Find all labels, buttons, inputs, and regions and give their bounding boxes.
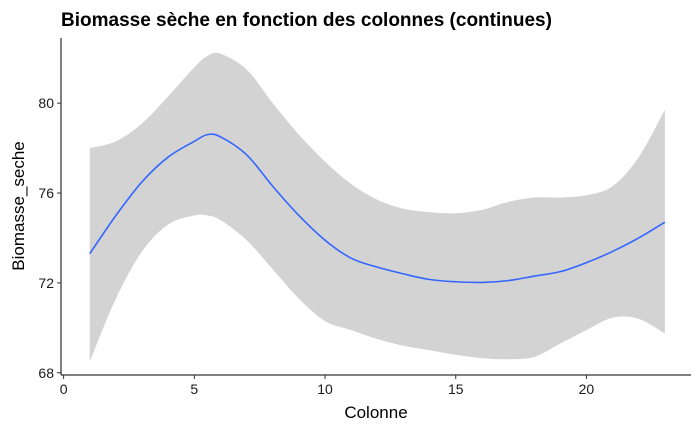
x-tick-label: 5 — [190, 381, 198, 397]
chart-title: Biomasse sèche en fonction des colonnes … — [61, 10, 552, 31]
y-axis-title: Biomasse_seche — [9, 141, 28, 270]
x-tick-label: 10 — [317, 381, 333, 397]
x-axis-title: Colonne — [344, 403, 407, 422]
x-tick-label: 15 — [448, 381, 464, 397]
y-tick-label: 72 — [38, 275, 54, 291]
smooth-line — [89, 133, 666, 284]
y-tick-label: 68 — [38, 365, 54, 381]
y-tick-label: 76 — [38, 185, 54, 201]
y-tick-label: 80 — [38, 95, 54, 111]
plot-area — [89, 52, 666, 362]
x-tick-label: 20 — [579, 381, 595, 397]
x-tick-label: 0 — [60, 381, 68, 397]
y-axis-ticks: 68 72 76 80 — [38, 95, 61, 381]
x-axis-ticks: 0 5 10 15 20 — [60, 375, 595, 397]
confidence-ribbon — [89, 52, 665, 362]
